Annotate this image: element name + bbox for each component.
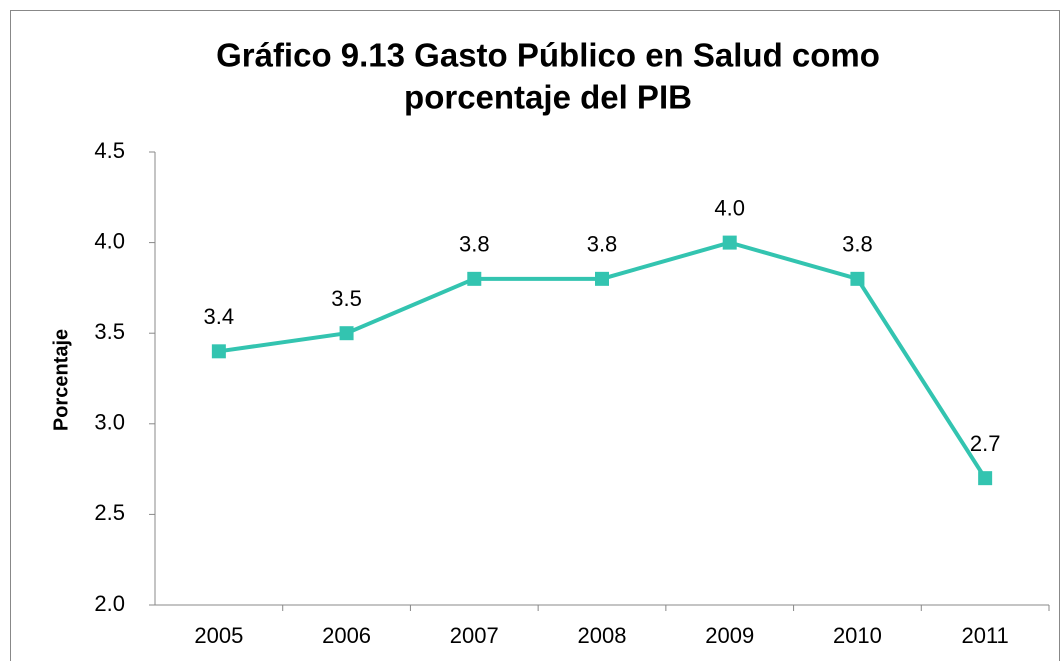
marker (978, 471, 993, 486)
chart-title: Gráfico 9.13 Gasto Público en Salud como (216, 37, 880, 74)
x-tick-label: 2005 (194, 623, 243, 648)
y-tick-label: 4.0 (94, 228, 125, 253)
y-tick-label: 3.0 (94, 410, 125, 435)
x-tick-label: 2007 (450, 623, 499, 648)
x-tick-label: 2010 (833, 623, 882, 648)
chart-border (10, 10, 1060, 661)
marker (339, 326, 354, 341)
x-tick-label: 2006 (322, 623, 371, 648)
marker (595, 271, 609, 286)
data-label: 3.8 (587, 232, 618, 257)
y-tick-label: 2.5 (94, 500, 125, 525)
y-tick-label: 3.5 (94, 319, 125, 344)
marker (211, 344, 226, 359)
marker (722, 235, 737, 250)
y-axis-label: Porcentaje (50, 329, 72, 431)
x-tick-label: 2009 (705, 623, 754, 648)
data-label: 3.8 (459, 232, 490, 257)
x-tick-label: 2008 (578, 623, 627, 648)
y-tick-label: 2.0 (94, 591, 125, 616)
x-tick-label: 2011 (961, 623, 1008, 648)
data-label: 3.4 (204, 304, 235, 329)
data-label: 3.5 (331, 286, 362, 311)
y-tick-label: 4.5 (94, 138, 125, 163)
data-label: 4.0 (714, 195, 745, 220)
chart-title: porcentaje del PIB (404, 79, 692, 116)
marker (850, 271, 865, 286)
data-label: 3.8 (842, 232, 873, 257)
marker (467, 271, 482, 286)
data-label: 2.7 (970, 431, 1001, 456)
